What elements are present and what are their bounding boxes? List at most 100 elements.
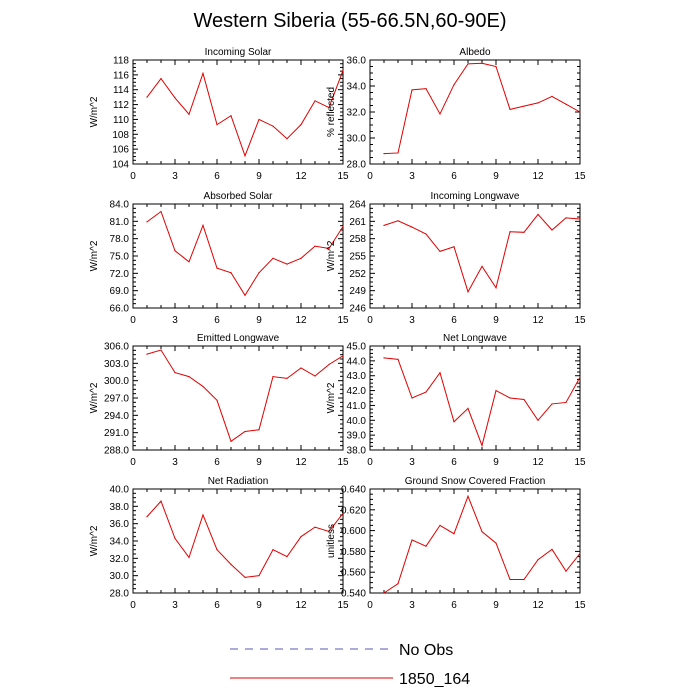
data-point bbox=[272, 125, 274, 127]
data-point bbox=[230, 272, 232, 274]
y-tick-label: 291.0 bbox=[104, 428, 129, 439]
x-tick-label: 6 bbox=[451, 457, 457, 468]
panel-title: Net Radiation bbox=[208, 476, 269, 487]
y-tick-label: 81.0 bbox=[110, 217, 130, 228]
data-point bbox=[411, 539, 413, 541]
y-tick-label: 32.0 bbox=[347, 108, 367, 119]
data-point bbox=[481, 531, 483, 533]
y-tick-label: 294.0 bbox=[104, 411, 129, 422]
data-point bbox=[300, 124, 302, 126]
data-point bbox=[537, 213, 539, 215]
y-tick-label: 44.0 bbox=[347, 356, 367, 367]
x-tick-label: 15 bbox=[337, 600, 349, 611]
data-point bbox=[509, 231, 511, 233]
data-point bbox=[314, 526, 316, 528]
y-tick-label: 288.0 bbox=[104, 446, 129, 457]
x-tick-label: 9 bbox=[493, 315, 499, 326]
y-tick-label: 0.640 bbox=[341, 485, 366, 496]
data-point bbox=[439, 372, 441, 374]
data-point bbox=[174, 537, 176, 540]
y-tick-label: 36.0 bbox=[347, 56, 367, 67]
series-line bbox=[146, 210, 344, 297]
data-point bbox=[202, 514, 204, 516]
y-tick-label: 39.0 bbox=[347, 431, 367, 442]
data-point bbox=[537, 102, 539, 104]
panel-0: Incoming Solar 0 3 6 9 12 15 104 106 108 110 112 114… bbox=[89, 47, 349, 182]
y-tick-label: 43.0 bbox=[347, 371, 367, 382]
data-point bbox=[579, 218, 581, 220]
y-tick-label: 0.540 bbox=[341, 589, 366, 600]
y-tick-label: 0.620 bbox=[341, 505, 366, 516]
data-point bbox=[495, 542, 497, 544]
data-point bbox=[397, 583, 399, 585]
y-tick-label: 30.0 bbox=[347, 134, 367, 145]
x-tick-label: 0 bbox=[367, 315, 373, 326]
x-tick-label: 12 bbox=[295, 171, 307, 182]
x-tick-label: 6 bbox=[214, 600, 220, 611]
x-tick-label: 9 bbox=[256, 457, 262, 468]
data-point bbox=[216, 399, 218, 401]
data-point bbox=[551, 95, 553, 97]
plot-frame bbox=[369, 203, 581, 309]
y-tick-label: 306.0 bbox=[104, 342, 129, 353]
data-point bbox=[523, 231, 525, 233]
panel-title: Absorbed Solar bbox=[204, 191, 274, 202]
legend-label: No Obs bbox=[399, 642, 453, 659]
data-point bbox=[314, 245, 316, 247]
data-point bbox=[244, 294, 246, 296]
data-point bbox=[202, 224, 204, 226]
x-tick-label: 12 bbox=[532, 457, 544, 468]
x-tick-label: 12 bbox=[532, 600, 544, 611]
x-tick-label: 0 bbox=[130, 315, 136, 326]
data-point bbox=[328, 530, 330, 533]
y-tick-label: 110 bbox=[113, 115, 129, 126]
x-tick-label: 0 bbox=[130, 600, 136, 611]
data-point bbox=[216, 124, 218, 126]
y-tick-label: 28.0 bbox=[347, 160, 367, 171]
data-point bbox=[174, 250, 176, 252]
data-point bbox=[328, 247, 330, 250]
data-point bbox=[425, 391, 427, 393]
x-tick-label: 6 bbox=[451, 600, 457, 611]
data-point bbox=[160, 210, 162, 213]
data-point bbox=[383, 153, 385, 155]
data-point bbox=[272, 376, 274, 378]
data-point bbox=[509, 108, 511, 110]
data-point bbox=[537, 559, 539, 561]
x-tick-label: 15 bbox=[574, 315, 586, 326]
data-point bbox=[495, 287, 497, 289]
y-tick-label: 84.0 bbox=[110, 200, 130, 211]
data-point bbox=[314, 100, 316, 102]
plot-frame bbox=[369, 488, 581, 594]
y-tick-label: 42.0 bbox=[347, 386, 367, 397]
data-point bbox=[425, 233, 427, 235]
y-tick-label: 69.0 bbox=[110, 286, 130, 297]
data-point bbox=[523, 398, 525, 401]
data-point bbox=[439, 250, 441, 252]
x-tick-label: 0 bbox=[367, 171, 373, 182]
y-tick-label: 255 bbox=[349, 252, 366, 263]
data-point bbox=[174, 371, 176, 374]
data-point bbox=[523, 105, 525, 107]
data-point bbox=[467, 63, 469, 65]
data-point bbox=[411, 226, 413, 228]
data-point bbox=[453, 246, 455, 248]
data-point bbox=[188, 376, 190, 378]
y-axis-label: % reflected bbox=[326, 87, 337, 137]
y-axis-label: W/m^2 bbox=[326, 382, 337, 413]
y-tick-label: 38.0 bbox=[347, 446, 367, 457]
data-point bbox=[425, 545, 427, 547]
y-tick-label: 116 bbox=[113, 70, 129, 81]
data-point bbox=[453, 84, 455, 86]
series-line bbox=[383, 357, 581, 448]
x-tick-label: 6 bbox=[214, 315, 220, 326]
y-tick-label: 258 bbox=[349, 234, 366, 245]
plot-frame bbox=[132, 59, 344, 165]
data-point bbox=[551, 229, 553, 231]
y-tick-label: 114 bbox=[113, 85, 129, 96]
y-axis-label: W/m^2 bbox=[326, 240, 337, 271]
